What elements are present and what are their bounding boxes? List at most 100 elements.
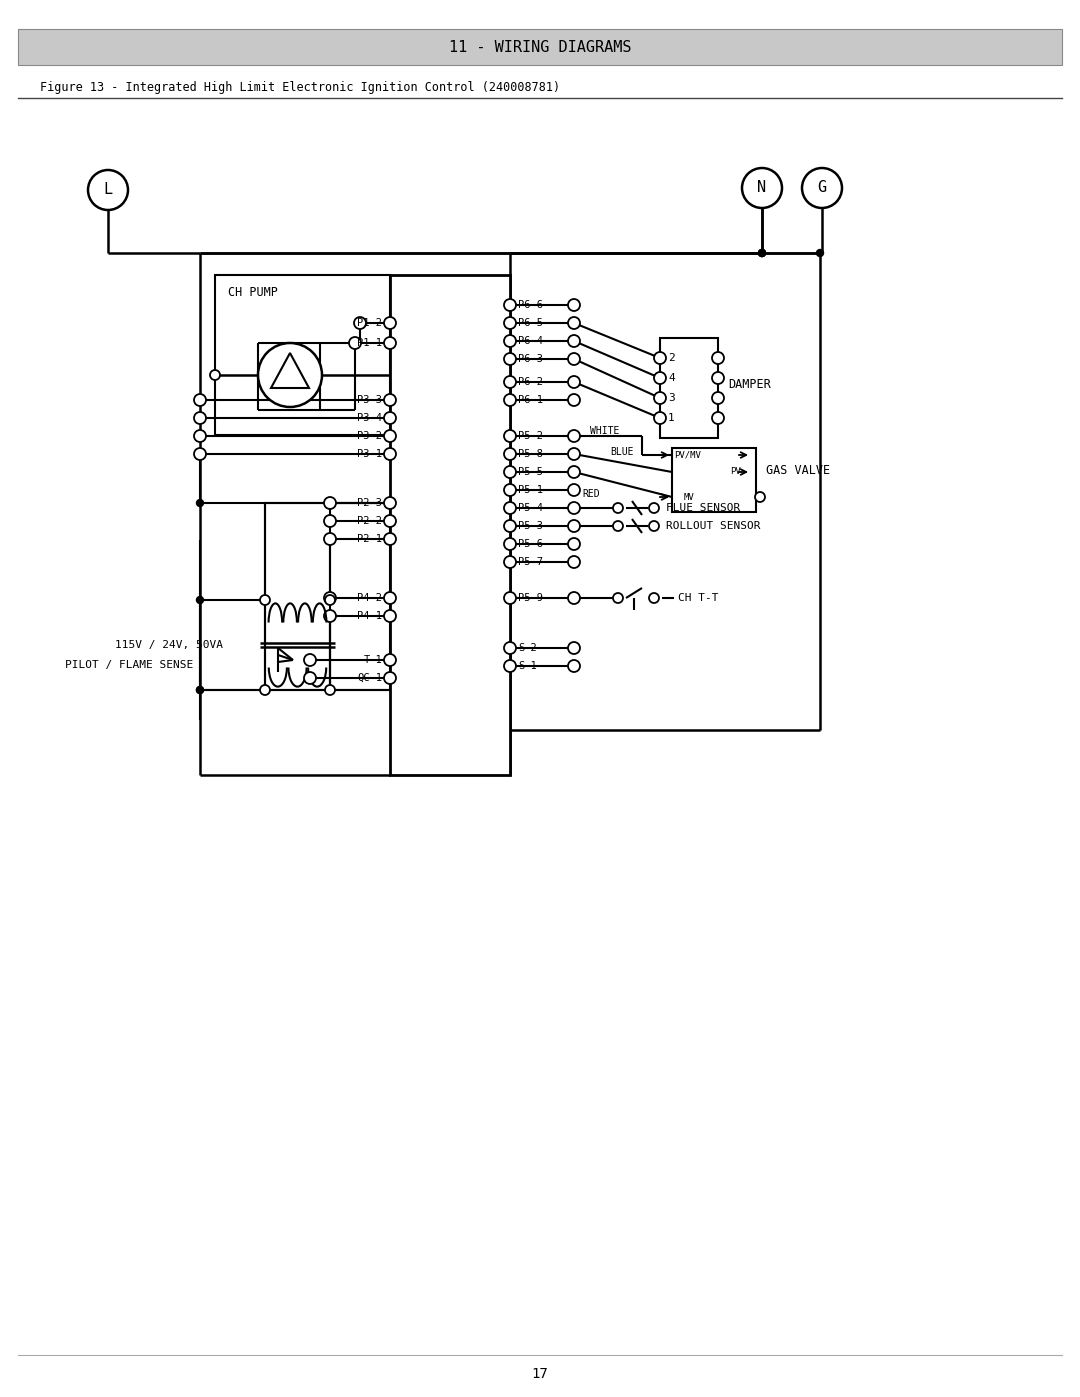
Text: RED: RED (582, 489, 599, 499)
Circle shape (802, 168, 842, 208)
Text: 1: 1 (669, 414, 675, 423)
Circle shape (260, 595, 270, 605)
Text: BLUE: BLUE (610, 447, 634, 457)
Text: P3-2: P3-2 (357, 432, 382, 441)
Text: PV: PV (730, 468, 741, 476)
Circle shape (568, 502, 580, 514)
Text: GAS VALVE: GAS VALVE (766, 464, 831, 476)
Text: P5-6: P5-6 (518, 539, 543, 549)
Text: G: G (818, 180, 826, 196)
Circle shape (504, 520, 516, 532)
Circle shape (194, 412, 206, 425)
Circle shape (712, 412, 724, 425)
Text: S-2: S-2 (518, 643, 537, 652)
Text: P5-5: P5-5 (518, 467, 543, 476)
Circle shape (568, 643, 580, 654)
Text: P3-1: P3-1 (357, 448, 382, 460)
Text: L: L (104, 183, 112, 197)
Circle shape (325, 685, 335, 694)
Text: WHITE: WHITE (590, 426, 619, 436)
Circle shape (568, 520, 580, 532)
Text: P5-4: P5-4 (518, 503, 543, 513)
Circle shape (742, 168, 782, 208)
Circle shape (504, 353, 516, 365)
Text: CH T-T: CH T-T (678, 592, 718, 604)
Circle shape (210, 370, 220, 380)
Text: P5-8: P5-8 (518, 448, 543, 460)
Circle shape (613, 521, 623, 531)
Circle shape (568, 538, 580, 550)
Circle shape (504, 448, 516, 460)
Text: P1-1: P1-1 (357, 338, 382, 348)
Circle shape (325, 595, 335, 605)
Circle shape (384, 515, 396, 527)
Circle shape (384, 592, 396, 604)
Text: P5-7: P5-7 (518, 557, 543, 567)
Text: P2-2: P2-2 (357, 515, 382, 527)
Bar (660, 338, 718, 439)
Text: P5-3: P5-3 (518, 521, 543, 531)
Text: P2-1: P2-1 (357, 534, 382, 543)
Text: PILOT / FLAME SENSE: PILOT / FLAME SENSE (65, 659, 193, 671)
Text: P5-2: P5-2 (518, 432, 543, 441)
Circle shape (649, 521, 659, 531)
Text: P3-3: P3-3 (357, 395, 382, 405)
Circle shape (568, 376, 580, 388)
Circle shape (324, 592, 336, 604)
Circle shape (194, 394, 206, 407)
Bar (390, 275, 510, 775)
Circle shape (568, 394, 580, 407)
Circle shape (303, 654, 316, 666)
Circle shape (324, 497, 336, 509)
Circle shape (568, 299, 580, 312)
Circle shape (258, 344, 322, 407)
Circle shape (384, 317, 396, 330)
Circle shape (504, 376, 516, 388)
Bar (18, 29, 1062, 66)
Circle shape (384, 672, 396, 685)
Circle shape (568, 483, 580, 496)
Circle shape (384, 394, 396, 407)
Circle shape (504, 659, 516, 672)
Text: P6-4: P6-4 (518, 337, 543, 346)
Text: 17: 17 (531, 1368, 549, 1382)
Circle shape (197, 597, 203, 604)
Text: Figure 13 - Integrated High Limit Electronic Ignition Control (240008781): Figure 13 - Integrated High Limit Electr… (40, 81, 561, 94)
Text: 115V / 24V, 50VA: 115V / 24V, 50VA (114, 640, 222, 650)
Text: P2-3: P2-3 (357, 497, 382, 509)
Text: P6-3: P6-3 (518, 353, 543, 365)
Circle shape (384, 448, 396, 460)
Circle shape (197, 500, 203, 507)
Circle shape (568, 448, 580, 460)
Circle shape (349, 337, 361, 349)
Circle shape (384, 430, 396, 441)
Bar (672, 448, 756, 511)
Circle shape (260, 685, 270, 694)
Circle shape (816, 250, 824, 257)
Text: QC-1: QC-1 (357, 673, 382, 683)
Text: ROLLOUT SENSOR: ROLLOUT SENSOR (666, 521, 760, 531)
Text: P6-5: P6-5 (518, 319, 543, 328)
Circle shape (384, 412, 396, 425)
Text: FLUE SENSOR: FLUE SENSOR (666, 503, 740, 513)
Circle shape (758, 250, 766, 257)
Circle shape (354, 317, 366, 330)
Text: P6-2: P6-2 (518, 377, 543, 387)
Circle shape (384, 337, 396, 349)
Circle shape (384, 534, 396, 545)
Circle shape (504, 317, 516, 330)
Text: PV/MV: PV/MV (674, 450, 701, 460)
Circle shape (755, 492, 765, 502)
Text: 11 - WIRING DIAGRAMS: 11 - WIRING DIAGRAMS (449, 39, 631, 54)
Circle shape (194, 430, 206, 441)
Circle shape (504, 467, 516, 478)
Bar (215, 275, 390, 434)
Text: DAMPER: DAMPER (728, 379, 771, 391)
Circle shape (384, 654, 396, 666)
Circle shape (504, 299, 516, 312)
Text: T-1: T-1 (363, 655, 382, 665)
Circle shape (568, 592, 580, 604)
Text: P5-1: P5-1 (518, 485, 543, 495)
Text: P4-1: P4-1 (357, 610, 382, 622)
Circle shape (324, 534, 336, 545)
